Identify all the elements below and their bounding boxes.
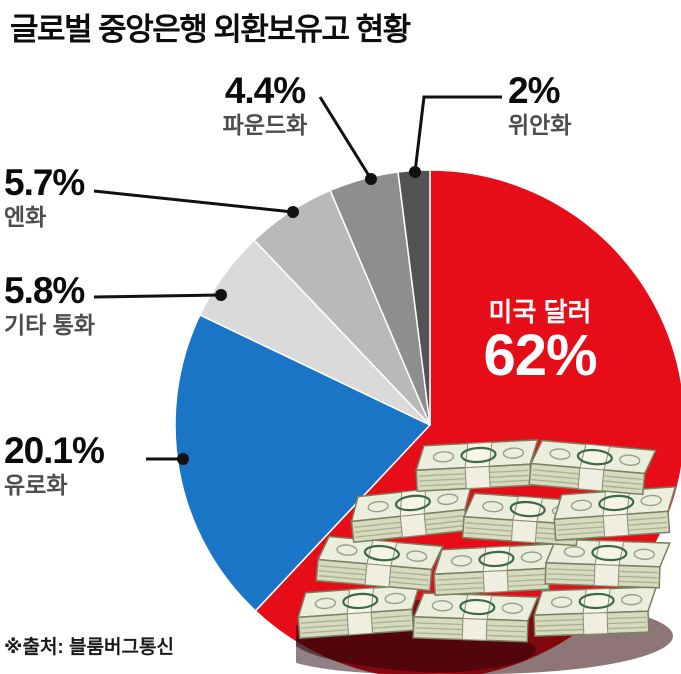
money-stack-illustration [296, 438, 680, 674]
chart-title: 글로벌 중앙은행 외환보유고 현황 [10, 12, 411, 47]
euro-percent: 20.1% [4, 430, 105, 471]
pie-slice-euro [174, 313, 432, 612]
other-name: 기타 통화 [4, 311, 96, 338]
callout-dot-other [215, 289, 227, 301]
money-bundle [347, 483, 478, 544]
label-yuan: 2% 위안화 [508, 72, 638, 137]
yuan-name: 위안화 [508, 111, 572, 138]
pound-percent: 4.4% [224, 70, 306, 111]
money-bundle [528, 438, 657, 497]
pound-name: 파운드화 [222, 111, 308, 138]
callout-line-pound [318, 96, 373, 180]
callout-dot-euro [177, 453, 189, 465]
callout-dot-yen [287, 206, 299, 218]
yuan-percent: 2% [508, 70, 560, 111]
euro-name: 유로화 [4, 471, 68, 498]
money-bundle [296, 583, 424, 640]
label-us-dollar: 미국 달러 62% [455, 299, 625, 385]
yen-percent: 5.7% [4, 162, 85, 203]
money-bundle [551, 485, 680, 542]
label-euro: 20.1% 유로화 [4, 432, 174, 497]
callout-dot-yuan [409, 166, 421, 178]
callout-line-yuan [413, 95, 502, 173]
callout-dot-pound [365, 173, 377, 185]
money-bundle [413, 438, 542, 493]
label-other: 5.8% 기타 통화 [4, 272, 164, 337]
us-dollar-percent: 62% [483, 323, 597, 388]
us-dollar-name: 미국 달러 [488, 297, 592, 327]
callout-line-other [93, 293, 222, 299]
label-yen: 5.7% 엔화 [4, 164, 154, 229]
money-bundle [315, 534, 444, 593]
callout-lines [93, 95, 502, 461]
callout-line-yen [93, 189, 294, 214]
money-bundle [431, 542, 560, 597]
label-pound: 4.4% 파운드화 [190, 72, 340, 137]
money-bundle [412, 591, 539, 644]
other-percent: 5.8% [4, 270, 85, 311]
source-credit: ※출처: 블룸버그통신 [4, 637, 174, 658]
callout-dots [177, 166, 421, 465]
money-bundle [532, 585, 659, 638]
yen-name: 엔화 [4, 203, 47, 230]
money-bundle [544, 537, 671, 590]
